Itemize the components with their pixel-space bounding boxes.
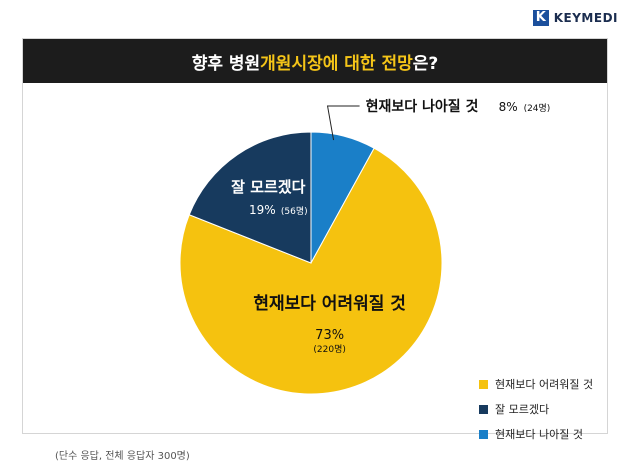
- brand-logo: K KEYMEDI: [532, 10, 618, 26]
- slice-value-label: 73%: [315, 328, 344, 343]
- slice-label: 잘 모르겠다: [231, 178, 305, 196]
- slice-value-label: 19%: [249, 203, 276, 217]
- slice-count-label: (220명): [313, 344, 345, 355]
- slice-label: 현재보다 나아질 것: [366, 98, 479, 115]
- legend-swatch: [479, 429, 488, 439]
- title-prefix: 향후 병원: [191, 53, 261, 74]
- legend-swatch: [479, 404, 488, 414]
- legend-item: 현재보다 어려워질 것: [479, 376, 593, 392]
- legend-label: 현재보다 어려워질 것: [495, 378, 594, 391]
- title-highlight: 개원시장에 대한 전망: [260, 53, 413, 74]
- legend-label: 잘 모르겠다: [495, 403, 550, 416]
- footnote: (단수 응답, 전체 응답자 300명): [55, 451, 190, 462]
- legend-item: 현재보다 나아질 것: [479, 426, 593, 442]
- legend-swatch: [479, 379, 488, 389]
- legend: 현재보다 어려워질 것 잘 모르겠다 현재보다 나아질 것: [479, 376, 593, 442]
- chart-card: 향후 병원 개원시장에 대한 전망 은? 현재보다 나아질 것 8% (24명) 현재보…: [22, 38, 608, 462]
- legend-item: 잘 모르겠다: [479, 401, 593, 417]
- legend-label: 현재보다 나아질 것: [495, 428, 583, 441]
- chart-title: 향후 병원 개원시장에 대한 전망 은?: [23, 39, 607, 83]
- pie-chart: 현재보다 나아질 것 8% (24명) 현재보다 어려워질 것 73%(220명) 잘 모…: [179, 98, 551, 395]
- pie-slice: [188, 131, 312, 264]
- brand-mark-icon: K: [532, 10, 549, 26]
- slice-count-label: (56명): [281, 206, 308, 217]
- callout-line: [326, 105, 360, 141]
- slice-label: 현재보다 어려워질 것: [253, 293, 406, 314]
- slice-value-label: 8%: [499, 100, 518, 114]
- brand-name: KEYMEDI: [553, 11, 618, 25]
- slice-count-label: (24명): [524, 103, 551, 114]
- title-suffix: 은?: [412, 53, 439, 74]
- pie-slice: [179, 147, 443, 395]
